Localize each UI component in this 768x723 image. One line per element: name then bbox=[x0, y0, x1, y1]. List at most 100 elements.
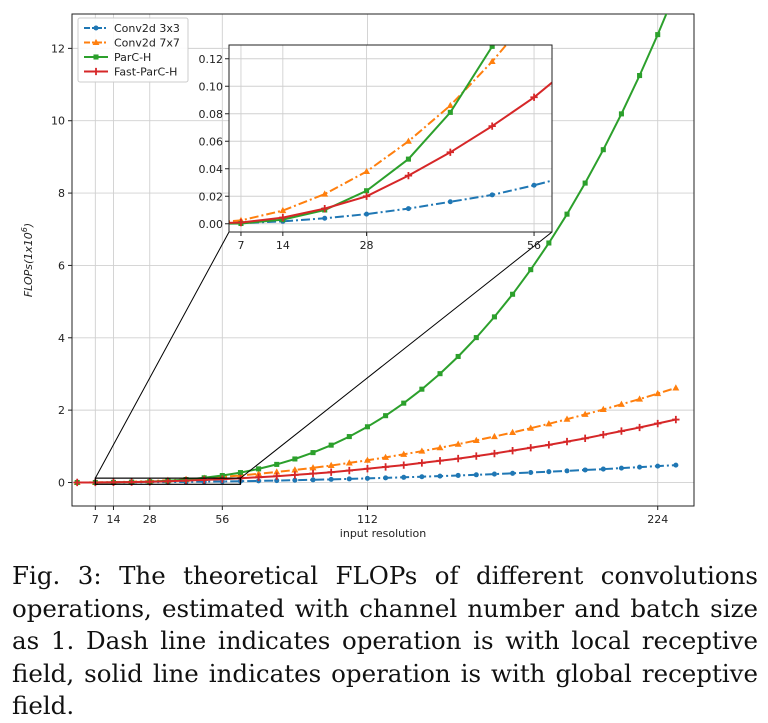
data-point bbox=[256, 466, 262, 472]
inset-x-tick-label: 14 bbox=[276, 239, 290, 252]
data-point bbox=[291, 471, 299, 479]
data-point bbox=[582, 467, 588, 473]
data-point bbox=[454, 440, 462, 447]
data-point bbox=[382, 453, 390, 460]
data-point bbox=[437, 473, 443, 479]
data-point bbox=[546, 469, 552, 475]
data-point bbox=[472, 452, 480, 460]
data-point bbox=[255, 470, 263, 477]
data-point bbox=[572, 59, 579, 66]
data-point bbox=[419, 474, 425, 480]
data-point bbox=[364, 475, 370, 481]
data-point bbox=[327, 468, 335, 476]
data-point bbox=[419, 386, 425, 392]
data-point bbox=[446, 148, 454, 156]
main-series bbox=[73, 14, 680, 487]
data-point bbox=[93, 25, 99, 31]
inset-series-fast-parc-h bbox=[229, 59, 579, 227]
data-point bbox=[530, 93, 538, 101]
data-point bbox=[400, 461, 408, 469]
series-fast-parc-h bbox=[73, 415, 680, 487]
inset-series-line bbox=[229, 45, 494, 225]
zoom-connector-left bbox=[94, 231, 230, 479]
data-point bbox=[274, 461, 280, 467]
inset-y-tick-label: 0.00 bbox=[199, 218, 224, 231]
data-point bbox=[488, 57, 496, 65]
data-point bbox=[363, 465, 372, 473]
data-point bbox=[309, 464, 317, 471]
data-point bbox=[364, 424, 370, 430]
data-point bbox=[405, 206, 411, 212]
data-point bbox=[383, 413, 389, 419]
data-point bbox=[600, 147, 606, 153]
y-tick-label: 4 bbox=[58, 332, 65, 345]
data-point bbox=[273, 472, 281, 480]
data-point bbox=[510, 291, 516, 297]
flops-figure: 7 14 28 56 112 224 0 2 4 6 8 10 12 input resolution FL… bbox=[20, 13, 695, 540]
data-point bbox=[92, 38, 100, 46]
data-point bbox=[528, 267, 534, 273]
data-point bbox=[381, 463, 390, 471]
data-point bbox=[546, 240, 552, 246]
data-point bbox=[383, 475, 389, 481]
inset-series bbox=[229, 45, 579, 227]
inset-y-tick-label: 0.10 bbox=[199, 80, 224, 93]
data-point bbox=[489, 192, 495, 198]
data-point bbox=[418, 447, 426, 454]
data-point bbox=[545, 441, 553, 449]
data-point bbox=[528, 469, 534, 476]
y-tick-label: 6 bbox=[58, 259, 65, 272]
data-point bbox=[93, 54, 99, 60]
inset-y-tick-label: 0.08 bbox=[199, 108, 224, 121]
data-point bbox=[447, 199, 453, 205]
inset-y-tick-label: 0.12 bbox=[199, 53, 224, 66]
legend-item: Conv2d 7x7 bbox=[84, 37, 180, 50]
y-tick-label: 0 bbox=[58, 476, 65, 489]
data-point bbox=[637, 464, 643, 470]
data-point bbox=[364, 188, 370, 194]
plot-frame bbox=[71, 13, 695, 507]
data-point bbox=[617, 427, 626, 435]
y-axis-label-base: FLOPs(1x10 bbox=[22, 232, 35, 297]
data-point bbox=[404, 171, 413, 180]
data-point bbox=[436, 444, 444, 451]
data-point bbox=[655, 32, 661, 38]
data-point bbox=[164, 477, 172, 485]
data-point bbox=[279, 206, 287, 214]
data-point bbox=[654, 389, 662, 397]
data-point bbox=[508, 446, 517, 455]
series-line bbox=[77, 418, 677, 484]
x-tick-label: 56 bbox=[215, 513, 229, 526]
zoom-connector-right bbox=[240, 231, 553, 479]
data-point bbox=[218, 475, 226, 483]
y-axis-label-close: ) bbox=[22, 223, 35, 228]
data-point bbox=[672, 384, 680, 391]
data-point bbox=[418, 459, 426, 467]
data-point bbox=[510, 470, 516, 476]
data-point bbox=[527, 424, 535, 431]
data-point bbox=[292, 477, 298, 483]
data-point bbox=[599, 405, 607, 413]
data-point bbox=[279, 213, 287, 222]
data-point bbox=[327, 461, 335, 469]
data-point bbox=[401, 400, 407, 406]
y-tick-label: 8 bbox=[58, 187, 65, 200]
data-point bbox=[509, 428, 517, 436]
data-point bbox=[637, 73, 643, 79]
data-point bbox=[328, 442, 334, 448]
data-point bbox=[473, 335, 479, 341]
inset-x-tick-label: 7 bbox=[237, 239, 244, 252]
x-tick-label: 14 bbox=[106, 513, 120, 526]
data-point bbox=[490, 432, 498, 440]
x-tick-label: 112 bbox=[357, 513, 378, 526]
legend-item: Conv2d 3x3 bbox=[84, 22, 180, 35]
inset-x-tick-label: 28 bbox=[360, 239, 374, 252]
flops-chart: 7 14 28 56 112 224 0 2 4 6 8 10 12 input resolution FL… bbox=[20, 13, 695, 540]
data-point bbox=[328, 476, 334, 482]
data-point bbox=[310, 450, 316, 456]
inset-y-tick-label: 0.04 bbox=[199, 163, 224, 176]
axis-ticks: 7 14 28 56 112 224 0 2 4 6 8 10 12 bbox=[51, 42, 668, 526]
data-point bbox=[322, 215, 328, 221]
legend-label: Conv2d 7x7 bbox=[114, 37, 180, 50]
